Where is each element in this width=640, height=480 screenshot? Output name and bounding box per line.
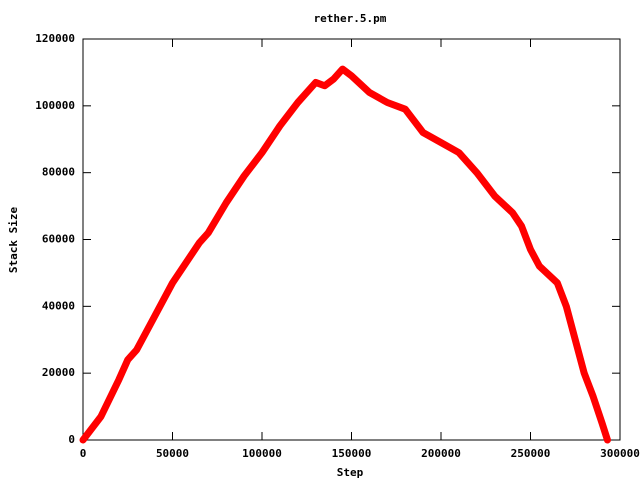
chart-title: rether.5.pm: [314, 12, 387, 25]
x-tick-label: 300000: [600, 447, 640, 460]
x-tick-label: 0: [80, 447, 87, 460]
y-axis-label: Stack Size: [7, 207, 20, 274]
x-tick-label: 100000: [242, 447, 282, 460]
y-tick-label: 120000: [35, 32, 75, 45]
x-tick-label: 150000: [332, 447, 372, 460]
y-tick-label: 100000: [35, 99, 75, 112]
y-tick-label: 20000: [42, 366, 75, 379]
x-axis-label: Step: [337, 466, 364, 479]
data-line: [79, 65, 611, 444]
x-tick-label: 50000: [156, 447, 189, 460]
y-tick-label: 40000: [42, 299, 75, 312]
x-tick-label: 200000: [421, 447, 461, 460]
y-tick-label: 80000: [42, 166, 75, 179]
y-tick-label: 0: [68, 433, 75, 446]
y-tick-label: 60000: [42, 233, 75, 246]
x-tick-label: 250000: [511, 447, 551, 460]
